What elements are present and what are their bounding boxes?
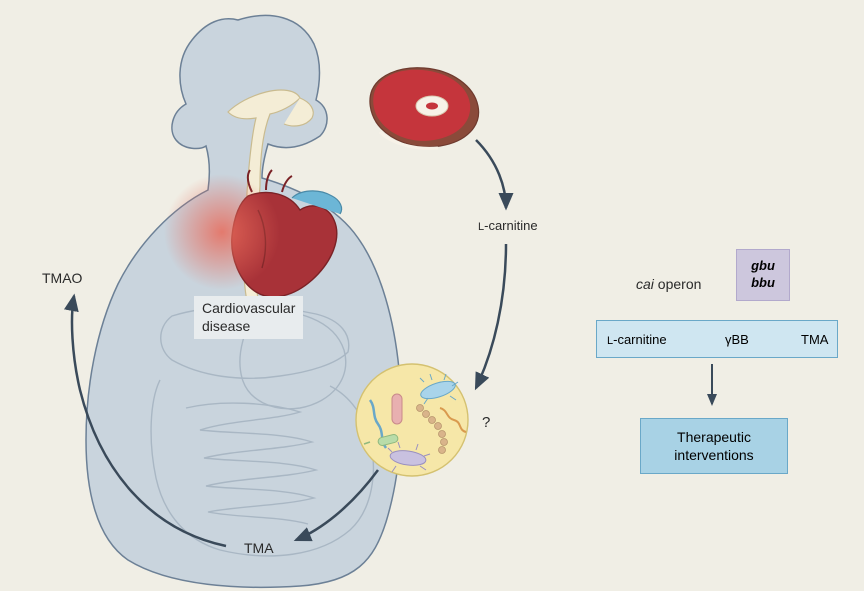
pathway-box: L-carnitine γBB TMA — [596, 320, 838, 358]
question-mark: ? — [482, 414, 490, 431]
meat-icon — [370, 68, 479, 149]
cvd-label: Cardiovascular disease — [194, 296, 303, 339]
tmao-label: TMAO — [42, 270, 82, 286]
therapeutic-box: Therapeutic interventions — [640, 418, 788, 474]
human-body-diagram — [0, 0, 864, 591]
gbu-bbu-box: gbu bbu — [736, 249, 790, 301]
cai-operon-label: cai operon — [636, 276, 701, 292]
microbiome — [356, 364, 468, 476]
tma-label: TMA — [244, 540, 274, 556]
disease-glow — [164, 174, 280, 290]
lcarnitine-label: L-carnitine — [478, 218, 538, 233]
